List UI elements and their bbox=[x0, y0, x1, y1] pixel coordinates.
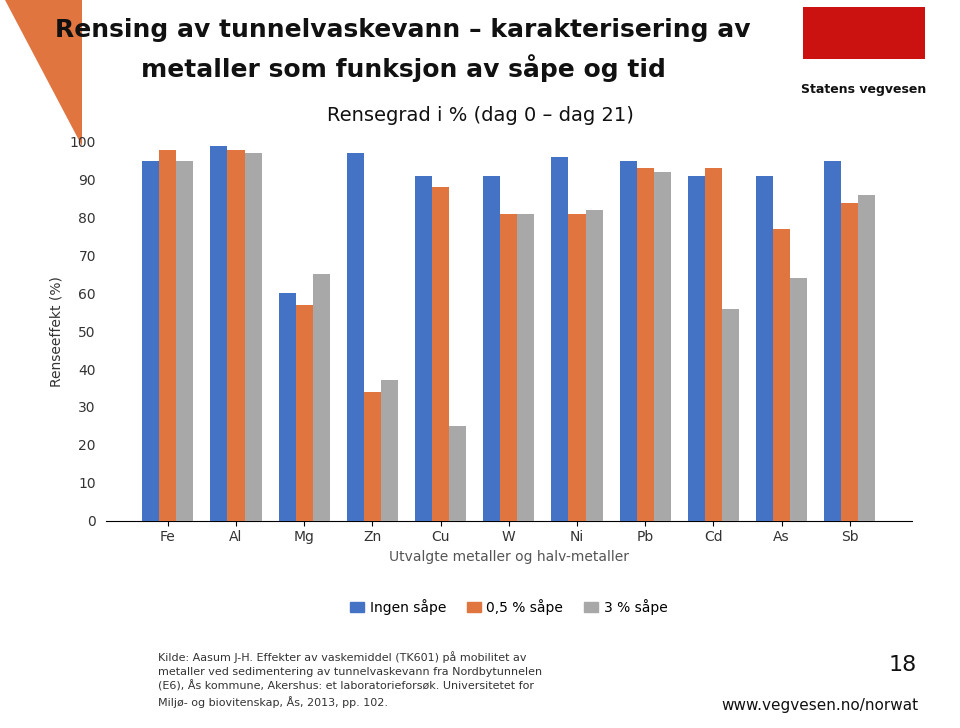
Text: 18: 18 bbox=[889, 655, 917, 675]
Bar bbox=[636, 168, 654, 521]
Bar bbox=[841, 202, 858, 521]
Text: Statens vegvesen: Statens vegvesen bbox=[802, 83, 926, 96]
Text: 12. nov. 2014: 12. nov. 2014 bbox=[27, 697, 122, 710]
Bar bbox=[619, 161, 636, 521]
Bar bbox=[517, 214, 535, 521]
Bar bbox=[177, 161, 193, 521]
Bar bbox=[483, 176, 500, 521]
Legend: Ingen såpe, 0,5 % såpe, 3 % såpe: Ingen såpe, 0,5 % såpe, 3 % såpe bbox=[345, 594, 673, 621]
Text: Kilde: Aasum J-H. Effekter av vaskemiddel (TK601) på mobilitet av
metaller ved s: Kilde: Aasum J-H. Effekter av vaskemidde… bbox=[158, 652, 542, 708]
Bar bbox=[432, 187, 449, 521]
Bar bbox=[159, 149, 177, 521]
Bar bbox=[313, 274, 330, 521]
Bar bbox=[142, 161, 159, 521]
Bar bbox=[245, 154, 261, 521]
Bar bbox=[364, 392, 381, 521]
Bar bbox=[773, 229, 790, 521]
Bar bbox=[500, 214, 517, 521]
Bar bbox=[449, 426, 467, 521]
Bar bbox=[825, 161, 841, 521]
Bar bbox=[705, 168, 722, 521]
Bar bbox=[278, 293, 296, 521]
Bar bbox=[756, 176, 773, 521]
Text: metaller som funksjon av såpe og tid: metaller som funksjon av såpe og tid bbox=[141, 55, 665, 82]
FancyBboxPatch shape bbox=[803, 7, 925, 59]
Bar bbox=[296, 305, 313, 521]
Bar bbox=[210, 146, 228, 521]
Text: Rensegrad i % (dag 0 – dag 21): Rensegrad i % (dag 0 – dag 21) bbox=[326, 106, 634, 124]
Bar bbox=[790, 278, 807, 521]
Bar bbox=[551, 157, 568, 521]
Bar bbox=[687, 176, 705, 521]
Bar bbox=[381, 381, 398, 521]
Polygon shape bbox=[5, 0, 82, 146]
Bar bbox=[415, 176, 432, 521]
Bar bbox=[228, 149, 245, 521]
X-axis label: Utvalgte metaller og halv-metaller: Utvalgte metaller og halv-metaller bbox=[389, 550, 629, 563]
Text: Rensing av tunnelvaskevann – karakterisering av: Rensing av tunnelvaskevann – karakterise… bbox=[56, 18, 751, 42]
Bar bbox=[858, 195, 876, 521]
Text: www.vegvesen.no/norwat: www.vegvesen.no/norwat bbox=[722, 698, 919, 713]
Y-axis label: Renseeffekt (%): Renseeffekt (%) bbox=[50, 276, 64, 387]
Bar bbox=[347, 154, 364, 521]
Bar bbox=[586, 210, 603, 521]
Bar bbox=[722, 309, 739, 521]
Bar bbox=[654, 173, 671, 521]
Bar bbox=[568, 214, 586, 521]
